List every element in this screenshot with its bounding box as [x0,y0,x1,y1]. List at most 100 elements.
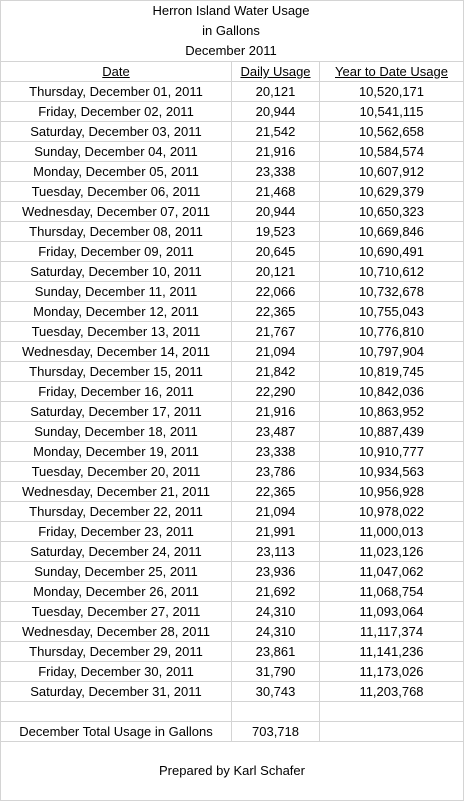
daily-usage-cell[interactable]: 23,936 [231,561,320,582]
date-cell[interactable]: Tuesday, December 06, 2011 [0,181,232,202]
daily-usage-cell[interactable]: 24,310 [231,621,320,642]
ytd-usage-cell[interactable]: 11,203,768 [319,681,464,702]
ytd-usage-cell[interactable]: 10,541,115 [319,101,464,122]
date-cell[interactable]: Friday, December 09, 2011 [0,241,232,262]
date-cell[interactable]: Friday, December 23, 2011 [0,521,232,542]
ytd-usage-cell[interactable]: 10,887,439 [319,421,464,442]
daily-usage-cell[interactable]: 23,487 [231,421,320,442]
daily-usage-cell[interactable]: 22,066 [231,281,320,302]
daily-usage-cell[interactable]: 21,094 [231,341,320,362]
date-cell[interactable]: Thursday, December 29, 2011 [0,641,232,662]
ytd-usage-cell[interactable]: 11,093,064 [319,601,464,622]
ytd-usage-cell[interactable]: 10,629,379 [319,181,464,202]
header-ytd-usage[interactable]: Year to Date Usage [319,61,464,82]
ytd-usage-cell[interactable]: 11,068,754 [319,581,464,602]
ytd-usage-cell[interactable]: 10,584,574 [319,141,464,162]
ytd-usage-cell[interactable]: 10,819,745 [319,361,464,382]
daily-usage-cell[interactable]: 22,290 [231,381,320,402]
date-cell[interactable]: Monday, December 19, 2011 [0,441,232,462]
date-cell[interactable]: Saturday, December 10, 2011 [0,261,232,282]
daily-usage-cell[interactable]: 21,916 [231,141,320,162]
daily-usage-cell[interactable]: 21,468 [231,181,320,202]
ytd-usage-cell[interactable]: 10,776,810 [319,321,464,342]
blank-cell[interactable] [319,721,464,742]
date-cell[interactable]: Sunday, December 04, 2011 [0,141,232,162]
daily-usage-cell[interactable]: 22,365 [231,481,320,502]
daily-usage-cell[interactable]: 31,790 [231,661,320,682]
ytd-usage-cell[interactable]: 11,000,013 [319,521,464,542]
ytd-usage-cell[interactable]: 10,669,846 [319,221,464,242]
ytd-usage-cell[interactable]: 10,562,658 [319,121,464,142]
date-cell[interactable]: Thursday, December 15, 2011 [0,361,232,382]
header-date[interactable]: Date [0,61,232,82]
daily-usage-cell[interactable]: 22,365 [231,301,320,322]
daily-usage-cell[interactable]: 23,113 [231,541,320,562]
date-cell[interactable]: Sunday, December 11, 2011 [0,281,232,302]
date-cell[interactable]: Friday, December 30, 2011 [0,661,232,682]
daily-usage-cell[interactable]: 20,645 [231,241,320,262]
date-cell[interactable]: Monday, December 26, 2011 [0,581,232,602]
date-cell[interactable]: Wednesday, December 21, 2011 [0,481,232,502]
date-cell[interactable]: Sunday, December 18, 2011 [0,421,232,442]
daily-usage-cell[interactable]: 23,338 [231,161,320,182]
blank-cell[interactable] [319,701,464,722]
header-daily-usage[interactable]: Daily Usage [231,61,320,82]
daily-usage-cell[interactable]: 23,861 [231,641,320,662]
ytd-usage-cell[interactable]: 11,141,236 [319,641,464,662]
blank-cell[interactable] [231,701,320,722]
date-cell[interactable]: Saturday, December 17, 2011 [0,401,232,422]
date-cell[interactable]: Saturday, December 31, 2011 [0,681,232,702]
date-cell[interactable]: Thursday, December 08, 2011 [0,221,232,242]
date-cell[interactable]: Thursday, December 01, 2011 [0,81,232,102]
daily-usage-cell[interactable]: 21,991 [231,521,320,542]
daily-usage-cell[interactable]: 21,692 [231,581,320,602]
daily-usage-cell[interactable]: 21,094 [231,501,320,522]
ytd-usage-cell[interactable]: 10,797,904 [319,341,464,362]
ytd-usage-cell[interactable]: 10,650,323 [319,201,464,222]
date-cell[interactable]: Monday, December 05, 2011 [0,161,232,182]
ytd-usage-cell[interactable]: 10,863,952 [319,401,464,422]
daily-usage-cell[interactable]: 21,542 [231,121,320,142]
date-cell[interactable]: Monday, December 12, 2011 [0,301,232,322]
daily-usage-cell[interactable]: 20,121 [231,261,320,282]
date-cell[interactable]: Friday, December 16, 2011 [0,381,232,402]
daily-usage-cell[interactable]: 21,767 [231,321,320,342]
daily-usage-cell[interactable]: 21,842 [231,361,320,382]
date-cell[interactable]: Wednesday, December 14, 2011 [0,341,232,362]
daily-usage-cell[interactable]: 24,310 [231,601,320,622]
daily-usage-cell[interactable]: 23,338 [231,441,320,462]
ytd-usage-cell[interactable]: 11,117,374 [319,621,464,642]
date-cell[interactable]: Friday, December 02, 2011 [0,101,232,122]
date-cell[interactable]: Tuesday, December 13, 2011 [0,321,232,342]
daily-usage-cell[interactable]: 21,916 [231,401,320,422]
date-cell[interactable]: Saturday, December 24, 2011 [0,541,232,562]
date-cell[interactable]: Wednesday, December 28, 2011 [0,621,232,642]
date-cell[interactable]: Thursday, December 22, 2011 [0,501,232,522]
date-cell[interactable]: Sunday, December 25, 2011 [0,561,232,582]
ytd-usage-cell[interactable]: 10,956,928 [319,481,464,502]
ytd-usage-cell[interactable]: 10,607,912 [319,161,464,182]
daily-usage-cell[interactable]: 20,121 [231,81,320,102]
ytd-usage-cell[interactable]: 10,842,036 [319,381,464,402]
ytd-usage-cell[interactable]: 10,520,171 [319,81,464,102]
blank-cell[interactable] [0,701,232,722]
date-cell[interactable]: Saturday, December 03, 2011 [0,121,232,142]
daily-usage-cell[interactable]: 19,523 [231,221,320,242]
ytd-usage-cell[interactable]: 10,934,563 [319,461,464,482]
date-cell[interactable]: Wednesday, December 07, 2011 [0,201,232,222]
daily-usage-cell[interactable]: 20,944 [231,201,320,222]
ytd-usage-cell[interactable]: 10,910,777 [319,441,464,462]
ytd-usage-cell[interactable]: 10,732,678 [319,281,464,302]
total-label-cell[interactable]: December Total Usage in Gallons [0,721,232,742]
ytd-usage-cell[interactable]: 10,978,022 [319,501,464,522]
ytd-usage-cell[interactable]: 10,710,612 [319,261,464,282]
ytd-usage-cell[interactable]: 10,690,491 [319,241,464,262]
date-cell[interactable]: Tuesday, December 20, 2011 [0,461,232,482]
daily-usage-cell[interactable]: 23,786 [231,461,320,482]
ytd-usage-cell[interactable]: 11,173,026 [319,661,464,682]
total-value-cell[interactable]: 703,718 [231,721,320,742]
ytd-usage-cell[interactable]: 11,023,126 [319,541,464,562]
ytd-usage-cell[interactable]: 11,047,062 [319,561,464,582]
date-cell[interactable]: Tuesday, December 27, 2011 [0,601,232,622]
daily-usage-cell[interactable]: 20,944 [231,101,320,122]
